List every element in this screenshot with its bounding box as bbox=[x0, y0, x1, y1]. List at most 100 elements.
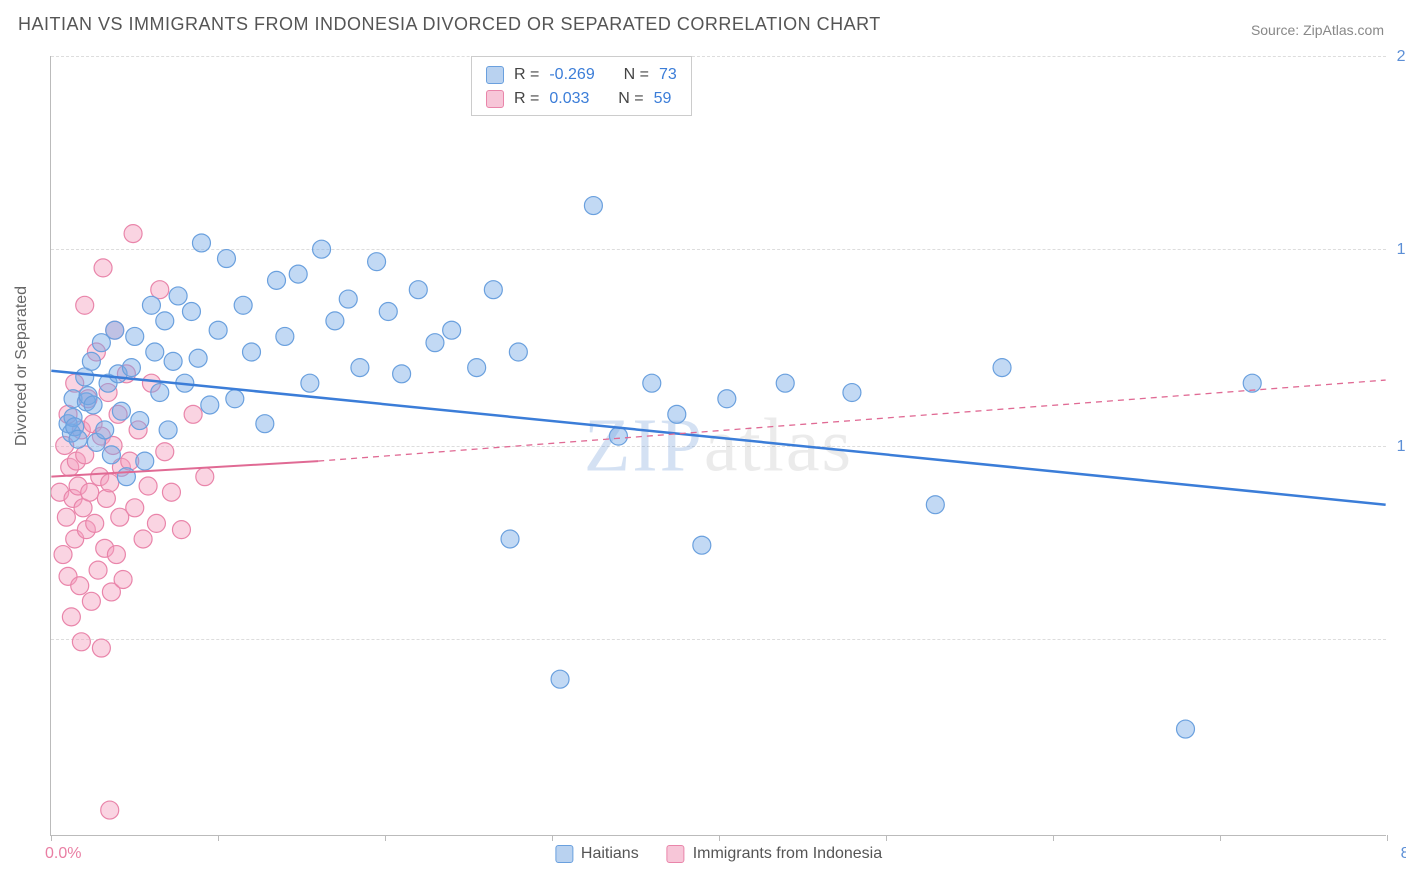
r-label: R = bbox=[514, 63, 539, 87]
data-point bbox=[501, 530, 519, 548]
data-point bbox=[151, 384, 169, 402]
data-point bbox=[69, 430, 87, 448]
legend: Haitians Immigrants from Indonesia bbox=[555, 845, 882, 863]
data-point bbox=[172, 521, 190, 539]
data-point bbox=[89, 561, 107, 579]
stats-row-haitians: R = -0.269 N = 73 bbox=[486, 63, 677, 87]
data-point bbox=[97, 489, 115, 507]
data-point bbox=[156, 312, 174, 330]
x-tick bbox=[51, 835, 52, 841]
data-point bbox=[136, 452, 154, 470]
data-point bbox=[101, 801, 119, 819]
data-point bbox=[134, 530, 152, 548]
n-label: N = bbox=[624, 63, 649, 87]
data-point bbox=[313, 240, 331, 258]
data-point bbox=[146, 343, 164, 361]
x-tick bbox=[886, 835, 887, 841]
data-point bbox=[243, 343, 261, 361]
y-tick-label: 12.5% bbox=[1392, 438, 1406, 456]
data-point bbox=[1177, 720, 1195, 738]
data-point bbox=[326, 312, 344, 330]
data-point bbox=[201, 396, 219, 414]
data-point bbox=[393, 365, 411, 383]
source-attribution: Source: ZipAtlas.com bbox=[1251, 22, 1384, 38]
data-point bbox=[94, 259, 112, 277]
data-point bbox=[351, 359, 369, 377]
legend-item-indonesia: Immigrants from Indonesia bbox=[667, 845, 882, 863]
data-point bbox=[164, 352, 182, 370]
data-point bbox=[162, 483, 180, 501]
legend-item-haitians: Haitians bbox=[555, 845, 639, 863]
data-point bbox=[301, 374, 319, 392]
data-point bbox=[509, 343, 527, 361]
legend-swatch-haitians bbox=[555, 845, 573, 863]
data-point bbox=[209, 321, 227, 339]
data-point bbox=[131, 412, 149, 430]
data-point bbox=[57, 508, 75, 526]
data-point bbox=[289, 265, 307, 283]
data-point bbox=[124, 225, 142, 243]
y-tick-label: 6.3% bbox=[1392, 631, 1406, 649]
x-tick bbox=[1220, 835, 1221, 841]
data-point bbox=[182, 303, 200, 321]
legend-label-indonesia: Immigrants from Indonesia bbox=[693, 845, 882, 863]
data-point bbox=[126, 499, 144, 517]
data-point bbox=[159, 421, 177, 439]
n-value-indonesia: 59 bbox=[654, 87, 672, 111]
n-value-haitians: 73 bbox=[659, 63, 677, 87]
data-point bbox=[84, 396, 102, 414]
data-point bbox=[196, 468, 214, 486]
data-point bbox=[54, 546, 72, 564]
data-point bbox=[217, 250, 235, 268]
data-point bbox=[112, 402, 130, 420]
n-label: N = bbox=[618, 87, 643, 111]
data-point bbox=[339, 290, 357, 308]
data-point bbox=[101, 474, 119, 492]
data-point bbox=[776, 374, 794, 392]
data-point bbox=[82, 352, 100, 370]
x-axis-max-label: 80.0% bbox=[1401, 845, 1406, 863]
data-point bbox=[126, 327, 144, 345]
scatter-svg bbox=[51, 56, 1386, 835]
data-point bbox=[268, 271, 286, 289]
data-point bbox=[368, 253, 386, 271]
data-point bbox=[843, 384, 861, 402]
data-point bbox=[643, 374, 661, 392]
r-value-haitians: -0.269 bbox=[549, 63, 594, 87]
data-point bbox=[92, 639, 110, 657]
r-label: R = bbox=[514, 87, 539, 111]
plot-area: ZIPatlas R = -0.269 N = 73 R = 0.033 N =… bbox=[50, 56, 1386, 836]
x-tick bbox=[1387, 835, 1388, 841]
data-point bbox=[122, 359, 140, 377]
y-tick-label: 18.8% bbox=[1392, 241, 1406, 259]
data-point bbox=[82, 592, 100, 610]
data-point bbox=[102, 446, 120, 464]
r-value-indonesia: 0.033 bbox=[549, 87, 589, 111]
data-point bbox=[192, 234, 210, 252]
data-point bbox=[184, 405, 202, 423]
data-point bbox=[71, 577, 89, 595]
trend-line bbox=[51, 461, 318, 477]
x-axis-min-label: 0.0% bbox=[45, 845, 81, 863]
data-point bbox=[693, 536, 711, 554]
data-point bbox=[426, 334, 444, 352]
data-point bbox=[926, 496, 944, 514]
data-point bbox=[189, 349, 207, 367]
data-point bbox=[609, 427, 627, 445]
swatch-indonesia bbox=[486, 90, 504, 108]
data-point bbox=[96, 421, 114, 439]
data-point bbox=[718, 390, 736, 408]
data-point bbox=[584, 197, 602, 215]
data-point bbox=[256, 415, 274, 433]
x-tick bbox=[218, 835, 219, 841]
data-point bbox=[72, 633, 90, 651]
x-tick bbox=[552, 835, 553, 841]
data-point bbox=[484, 281, 502, 299]
legend-swatch-indonesia bbox=[667, 845, 685, 863]
trend-line bbox=[51, 371, 1385, 505]
data-point bbox=[226, 390, 244, 408]
chart-title: HAITIAN VS IMMIGRANTS FROM INDONESIA DIV… bbox=[18, 14, 881, 35]
data-point bbox=[276, 327, 294, 345]
x-tick bbox=[719, 835, 720, 841]
data-point bbox=[117, 468, 135, 486]
